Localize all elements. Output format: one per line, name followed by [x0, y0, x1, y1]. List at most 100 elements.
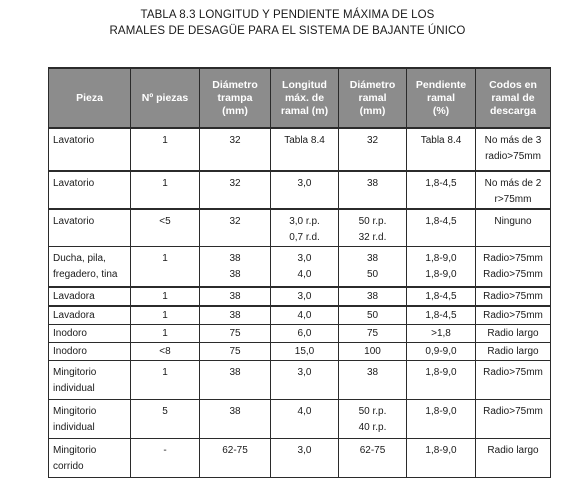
cell-line: 1,8-4,5 [425, 290, 457, 302]
table-cell: Mingitorio individual [48, 398, 131, 439]
table-cell: 62-75 [338, 437, 407, 478]
column-header: Diámetro trampa (mm) [199, 67, 271, 129]
cell-line: 1,8-4,5 [425, 309, 457, 321]
cell-line: 50 [366, 269, 379, 280]
cell-line: 38 [229, 405, 241, 417]
cell-line: 3,0 [297, 444, 312, 456]
table-cell: 38 50 [338, 246, 407, 288]
cell-line: 1 [162, 366, 168, 378]
column-header-line: (mm) [359, 104, 386, 117]
table-cell: >1,8 [406, 323, 476, 343]
table-cell: - [130, 437, 200, 478]
cell-line: corrido [53, 460, 84, 472]
column-header-line: ramal (m) [280, 104, 329, 117]
cell-line: 32 [229, 178, 241, 189]
table-cell: 75 [199, 341, 271, 361]
table-cell: Radio>75mm [475, 305, 551, 325]
cell-line: 0,9-9,0 [425, 345, 457, 357]
table-cell: 1 [130, 246, 200, 288]
cell-line: 4,0 [297, 309, 312, 321]
table-cell: 1 [130, 127, 200, 172]
cell-line: 62-75 [222, 444, 248, 456]
table-cell: 38 [338, 359, 407, 400]
cell-line: Ducha, pila, [53, 253, 106, 264]
cell-line: Radio>75mm [483, 290, 543, 302]
cell-line: No más de 3 [484, 135, 542, 146]
table-cell: 1,8-9,0 [406, 398, 476, 439]
column-header: Codos en ramal de descarga [475, 67, 551, 129]
table-cell: Radio>75mm [475, 398, 551, 439]
column-header-line: máx. de [284, 91, 325, 104]
table-cell: 38 [199, 359, 271, 400]
cell-line: 38 [229, 269, 241, 280]
column-header-line: Longitud [282, 78, 327, 91]
cell-line: Lavadora [53, 290, 95, 302]
cell-line: 50 r.p. [358, 405, 387, 417]
table-cell: 38 [199, 305, 271, 325]
table-cell: 50 r.p. 32 r.d. [338, 208, 407, 247]
cell-line: >1,8 [431, 327, 451, 339]
table-cell: No más de 2 r>75mm [475, 170, 551, 210]
cell-line: 3,0 [297, 253, 312, 264]
cell-line: 38 [229, 366, 241, 378]
cell-line: Mingitorio [53, 405, 97, 417]
cell-line: 5 [162, 405, 168, 417]
table-row: Ducha, pila, fregadero, tina 1 38 38 3,0 4,0 38… [48, 246, 551, 288]
cell-line: individual [53, 382, 95, 394]
cell-line: 3,0 [297, 366, 312, 378]
table-cell: Lavatorio [48, 127, 131, 172]
table-cell: 4,0 [270, 398, 339, 439]
table-cell: Inodoro [48, 341, 131, 361]
table-row: Mingitorio individual 1 38 3,0 38 1,8-9,0 Radio… [48, 359, 551, 400]
cell-line: <5 [159, 216, 171, 227]
cell-line: 1 [162, 290, 168, 302]
cell-line: 32 [229, 216, 241, 227]
table-cell: 100 [338, 341, 407, 361]
cell-line: Mingitorio [53, 444, 97, 456]
cell-line: 1,8-9,0 [425, 253, 457, 264]
table-cell: 1,8-4,5 [406, 286, 476, 307]
cell-line: Radio>75mm [483, 366, 543, 378]
cell-line: Radio>75mm [483, 269, 543, 280]
table-cell: <8 [130, 341, 200, 361]
table-cell: 1,8-4,5 [406, 170, 476, 210]
table-cell: 1 [130, 323, 200, 343]
table-cell: Ninguno [475, 208, 551, 247]
cell-line: fregadero, tina [53, 269, 118, 280]
table-row: Lavadora 1 38 4,0 50 1,8-4,5 Radio>75mm [48, 305, 551, 325]
table-cell: 5 [130, 398, 200, 439]
cell-line: 50 [366, 309, 379, 321]
table-cell: Radio largo [475, 341, 551, 361]
cell-line: 32 [229, 135, 241, 146]
table-cell: 38 [199, 398, 271, 439]
cell-line: Radio largo [487, 345, 539, 357]
table-cell: Mingitorio corrido [48, 437, 131, 478]
cell-line: 4,0 [297, 269, 312, 280]
cell-line: 38 [229, 290, 241, 302]
cell-line: Ninguno [494, 216, 532, 227]
table-cell: 0,9-9,0 [406, 341, 476, 361]
cell-line: individual [53, 421, 95, 433]
cell-line: 100 [364, 345, 381, 357]
cell-line: 3,0 [297, 178, 312, 189]
table-cell: 4,0 [270, 305, 339, 325]
table-cell: Lavatorio [48, 208, 131, 247]
cell-line: 75 [366, 327, 379, 339]
table-cell: Lavadora [48, 305, 131, 325]
table-cell: 3,0 r.p. 0,7 r.d. [270, 208, 339, 247]
cell-line: 62-75 [359, 444, 386, 456]
table-cell: 3,0 [270, 437, 339, 478]
cell-line: 38 [229, 309, 241, 321]
cell-line: 1 [162, 253, 168, 264]
cell-line: radio>75mm [485, 151, 541, 162]
table-cell: 1,8-9,0 [406, 359, 476, 400]
table-cell: <5 [130, 208, 200, 247]
cell-line: 38 [229, 253, 241, 264]
cell-line: 3,0 r.p. [289, 216, 320, 227]
cell-line: 1 [162, 135, 168, 146]
cell-line: Inodoro [53, 327, 87, 339]
table-row: Inodoro <8 75 15,0 100 0,9-9,0 Radio largo [48, 341, 551, 361]
cell-line: 38 [366, 366, 379, 378]
table-cell: Tabla 8.4 [406, 127, 476, 172]
table-cell: 32 [199, 208, 271, 247]
